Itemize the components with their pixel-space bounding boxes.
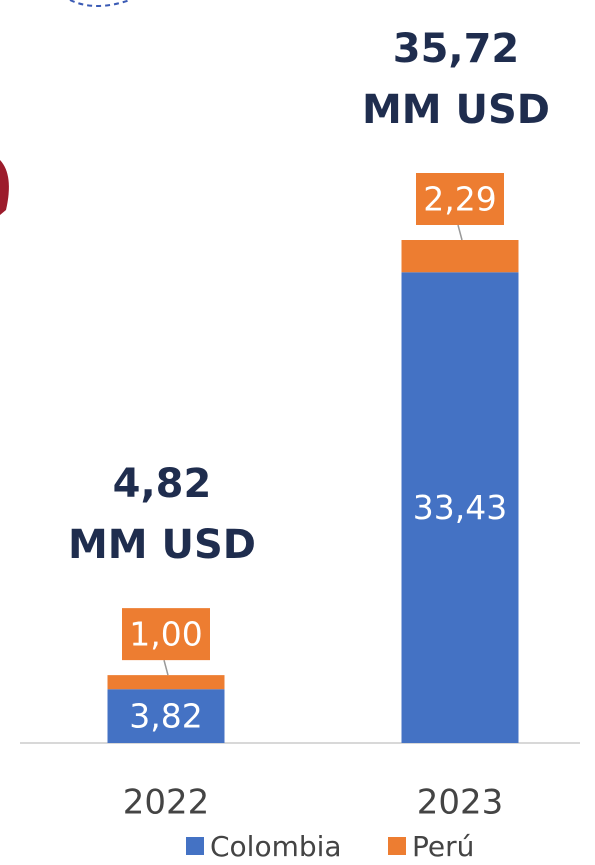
leader-line <box>457 224 463 241</box>
label-box <box>416 173 504 225</box>
bar-segment <box>401 240 519 273</box>
total-label: 4,82 <box>113 461 212 507</box>
data-label: 2,29 <box>423 180 496 219</box>
data-label: 1,00 <box>129 615 202 654</box>
decoration-arc <box>69 0 131 7</box>
legend-label: Perú <box>412 830 474 863</box>
total-label: MM USD <box>68 522 256 568</box>
decoration-shape <box>0 160 9 215</box>
total-label: MM USD <box>362 87 550 133</box>
bar-segment <box>107 689 225 743</box>
x-tick-label: 2022 <box>123 783 210 823</box>
total-label: 35,72 <box>393 26 520 72</box>
label-box <box>122 608 210 661</box>
leader-line <box>163 659 169 676</box>
legend-swatch <box>388 837 406 855</box>
bar-segment <box>401 272 519 743</box>
legend-label: Colombia <box>210 830 342 863</box>
legend-swatch <box>186 837 204 855</box>
data-label: 33,43 <box>413 488 507 527</box>
data-label: 3,82 <box>129 697 202 736</box>
bar-segment <box>107 675 225 690</box>
x-tick-label: 2023 <box>417 783 504 823</box>
